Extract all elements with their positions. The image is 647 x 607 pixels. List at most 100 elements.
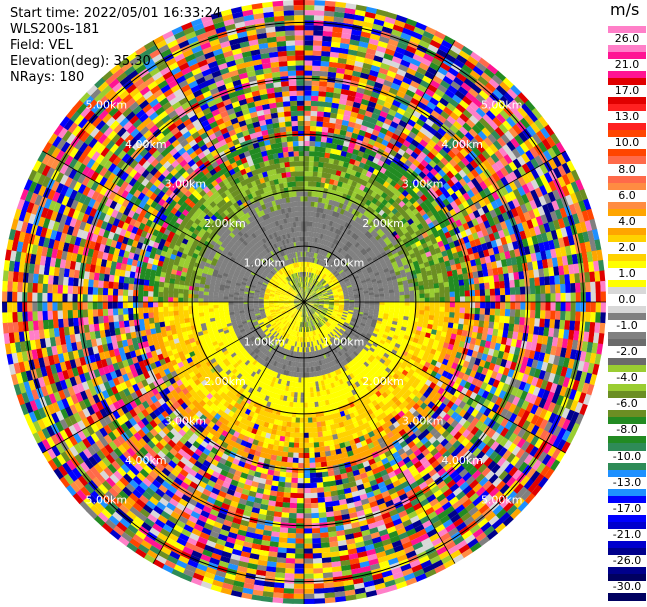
velocity-cell — [305, 342, 308, 348]
velocity-cell — [340, 272, 346, 277]
velocity-cell — [264, 308, 270, 311]
velocity-cell — [316, 310, 322, 314]
velocity-cell — [313, 305, 319, 309]
velocity-cell — [313, 303, 319, 306]
velocity-cell — [332, 321, 338, 326]
velocity-cell — [293, 320, 297, 326]
velocity-cell — [304, 286, 306, 292]
velocity-cell — [328, 356, 333, 362]
velocity-cell — [293, 278, 297, 284]
velocity-cell — [257, 270, 263, 276]
velocity-cell — [294, 303, 300, 305]
velocity-cell — [333, 306, 339, 309]
velocity-cell — [307, 277, 310, 283]
velocity-cell — [263, 328, 269, 333]
velocity-cell — [258, 253, 264, 259]
velocity-cell — [307, 246, 310, 252]
velocity-cell — [268, 281, 274, 286]
velocity-cell — [348, 294, 355, 298]
velocity-cell — [285, 308, 291, 312]
velocity-cell — [256, 343, 263, 350]
velocity-cell — [281, 336, 286, 342]
velocity-cell — [257, 281, 263, 286]
velocity-cell — [240, 283, 246, 288]
velocity-cell — [274, 292, 281, 296]
velocity-cell — [259, 331, 265, 337]
velocity-cell — [280, 309, 286, 313]
velocity-cell — [325, 322, 331, 327]
velocity-cell — [293, 330, 296, 336]
velocity-cell — [323, 297, 329, 300]
velocity-cell — [277, 322, 283, 327]
velocity-cell — [325, 263, 330, 269]
velocity-cell — [359, 264, 366, 270]
velocity-cell — [260, 311, 266, 315]
velocity-cell — [359, 297, 365, 301]
velocity-cell — [290, 237, 294, 243]
velocity-cell — [265, 311, 271, 315]
velocity-cell — [364, 275, 371, 280]
velocity-cell — [299, 357, 303, 363]
velocity-cell — [280, 324, 285, 329]
velocity-cell — [347, 311, 354, 315]
velocity-cell — [274, 253, 279, 260]
velocity-cell — [264, 277, 270, 282]
velocity-cell — [272, 276, 278, 281]
velocity-cell — [292, 335, 296, 342]
velocity-cell — [301, 306, 303, 312]
velocity-cell — [337, 310, 344, 314]
velocity-cell — [264, 309, 270, 312]
velocity-cell — [319, 302, 325, 304]
velocity-cell — [309, 272, 312, 278]
velocity-cell — [345, 318, 351, 323]
velocity-cell — [267, 333, 273, 339]
velocity-cell — [312, 341, 315, 347]
velocity-cell — [278, 263, 283, 269]
velocity-cell — [334, 264, 340, 270]
velocity-cell — [311, 291, 316, 296]
velocity-cell — [259, 290, 265, 294]
velocity-cell — [243, 299, 249, 302]
velocity-cell — [314, 263, 318, 269]
velocity-cell — [335, 325, 341, 330]
velocity-cell — [302, 276, 304, 282]
velocity-cell — [352, 254, 359, 261]
velocity-cell — [307, 305, 312, 310]
velocity-cell — [289, 318, 294, 324]
velocity-cell — [279, 347, 284, 353]
velocity-cell — [173, 297, 179, 302]
velocity-cell — [305, 241, 309, 247]
velocity-cell — [302, 306, 304, 313]
velocity-cell — [297, 272, 300, 278]
velocity-cell — [300, 251, 303, 257]
velocity-cell — [429, 306, 435, 312]
velocity-cell — [322, 293, 328, 296]
velocity-cell — [301, 306, 303, 312]
velocity-cell — [307, 326, 310, 332]
velocity-cell — [354, 265, 360, 271]
velocity-cell — [317, 339, 321, 345]
velocity-cell — [352, 286, 358, 290]
velocity-cell — [320, 272, 324, 278]
velocity-cell — [315, 311, 320, 316]
velocity-cell — [369, 304, 375, 308]
velocity-cell — [340, 283, 347, 288]
velocity-cell — [290, 268, 294, 274]
velocity-cell — [307, 311, 310, 317]
velocity-cell — [264, 292, 270, 295]
velocity-cell — [348, 276, 354, 281]
velocity-cell — [346, 284, 352, 289]
velocity-cell — [297, 392, 301, 398]
velocity-cell — [343, 307, 349, 310]
velocity-cell — [277, 241, 282, 247]
velocity-cell — [327, 272, 333, 277]
velocity-cell — [294, 262, 297, 268]
velocity-cell — [283, 332, 288, 338]
velocity-cell — [318, 284, 323, 289]
velocity-cell — [330, 243, 335, 249]
velocity-cell — [327, 327, 332, 332]
velocity-cell — [276, 288, 282, 292]
velocity-cell — [259, 310, 265, 313]
velocity-cell — [260, 332, 266, 338]
velocity-cell — [424, 293, 430, 299]
